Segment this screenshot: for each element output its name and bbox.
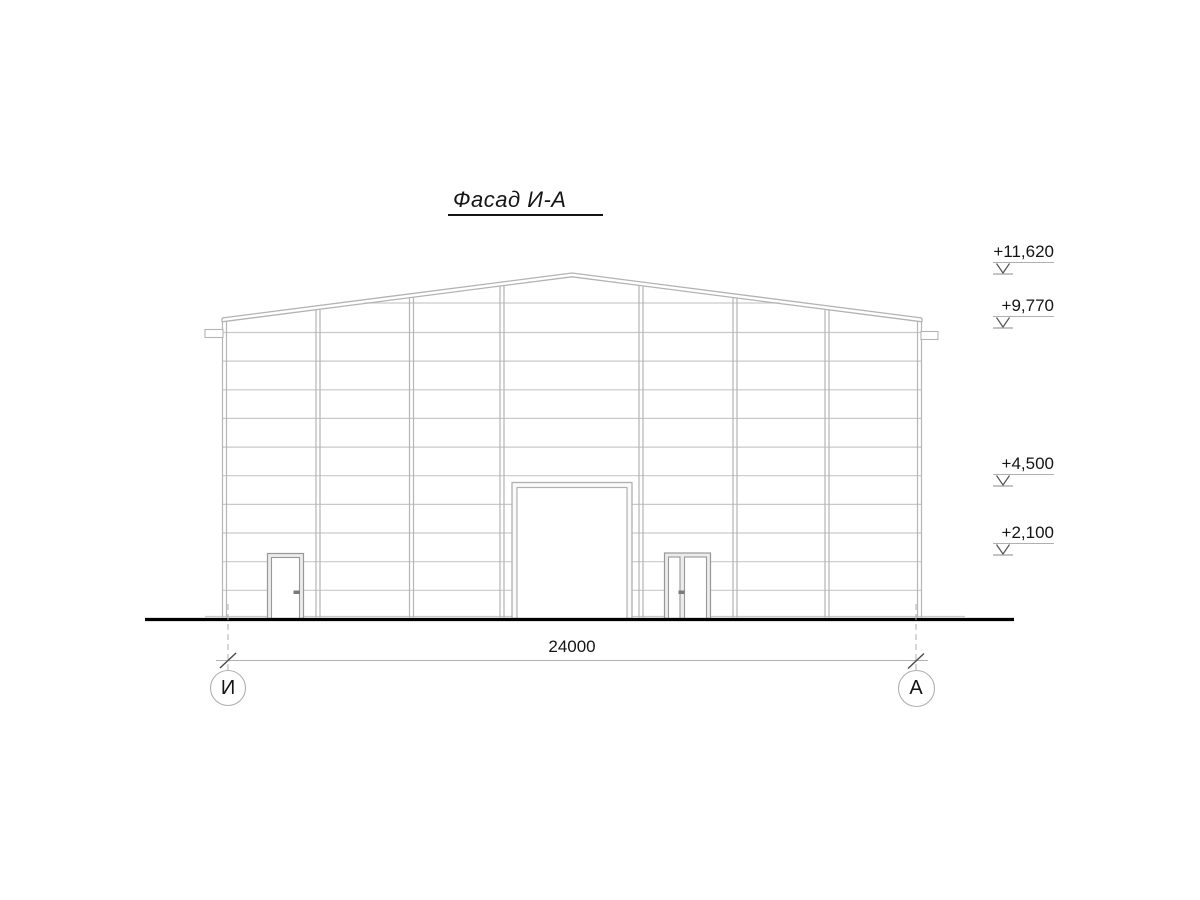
elevation-mark-icon: [993, 543, 1054, 556]
elevation-mark-icon: [993, 316, 1054, 329]
axis-label-left: И: [220, 677, 236, 699]
elevation-mark-icon: [993, 474, 1054, 487]
left-eave-gutter: [204, 328, 224, 339]
dimension-line: [216, 604, 928, 670]
dimension-tick-icon: [219, 652, 237, 669]
roof-edge: [204, 272, 939, 341]
elevation-label: +9,770: [1001, 296, 1054, 315]
elevation-label: +4,500: [1001, 454, 1054, 473]
gate-door: [511, 481, 633, 620]
page-title: Фасад И-А: [448, 187, 603, 216]
axis-markers: [209, 669, 936, 708]
elevation-mark-icons: [993, 262, 1054, 556]
right-door: [663, 552, 712, 620]
door-handle-icon: [678, 590, 685, 594]
dimension-value: 24000: [548, 637, 596, 656]
elevation-label: +11,620: [993, 242, 1054, 261]
elevation-label: +2,100: [1001, 523, 1054, 542]
wall-columns: [221, 286, 923, 618]
axis-circle-right: [897, 669, 936, 708]
dimension-tick-icon: [907, 652, 925, 670]
elevation-mark-icon: [993, 262, 1054, 275]
left-door: [266, 552, 305, 620]
right-eave-gutter: [920, 330, 939, 341]
axis-label-right: А: [909, 677, 923, 699]
door-handle-icon: [293, 590, 300, 594]
axis-circle-left: [209, 669, 247, 707]
